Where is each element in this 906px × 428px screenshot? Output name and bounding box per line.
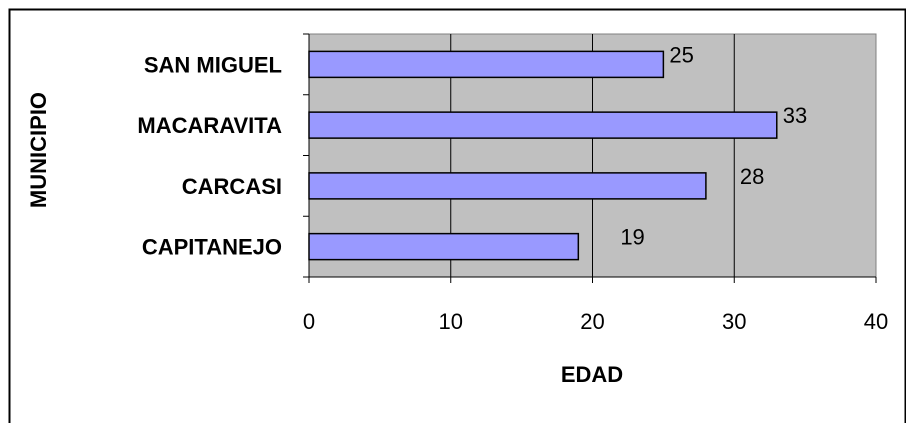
data-label: 28 (740, 164, 764, 189)
category-label: CARCASI (182, 174, 282, 199)
y-axis-title: MUNICIPIO (26, 92, 51, 208)
bar (308, 50, 665, 79)
x-tick-label: 40 (864, 309, 888, 334)
data-label: 33 (783, 103, 807, 128)
x-tick-label: 30 (722, 309, 746, 334)
data-label: 25 (669, 42, 693, 67)
bar (308, 172, 707, 200)
category-labels: SAN MIGUEL MACARAVITA CARCASI CAPITANEJO (137, 52, 282, 259)
bar (308, 111, 778, 139)
bar (308, 232, 580, 261)
x-tick-label: 20 (580, 309, 604, 334)
x-tick-label: 0 (303, 309, 315, 334)
category-label: CAPITANEJO (142, 235, 282, 260)
category-label: SAN MIGUEL (144, 52, 282, 77)
x-tick-label: 10 (439, 309, 463, 334)
data-label: 19 (620, 225, 644, 250)
x-axis-title: EDAD (561, 362, 623, 387)
x-tick-labels: 0 10 20 30 40 (303, 309, 888, 334)
bars (308, 50, 778, 261)
data-labels: 25 33 28 19 (620, 42, 807, 249)
category-label: MACARAVITA (137, 113, 282, 138)
